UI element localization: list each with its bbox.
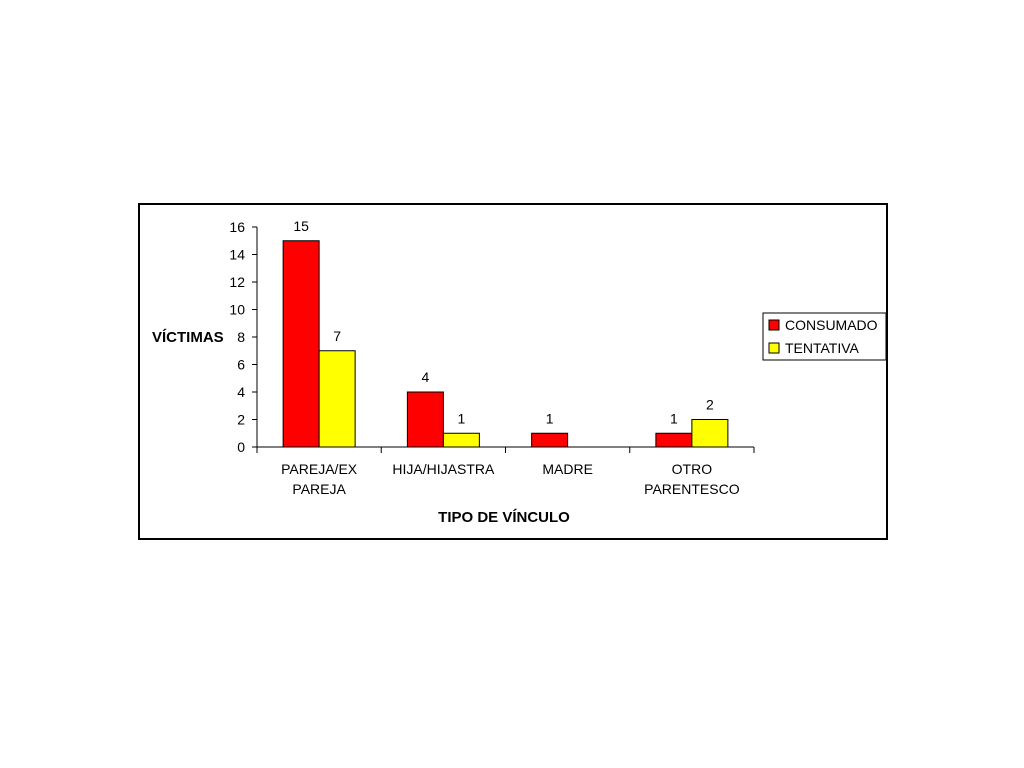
data-label: 1 bbox=[546, 410, 554, 426]
y-tick-label: 2 bbox=[237, 412, 245, 428]
x-tick-label: OTRO PARENTESCO bbox=[644, 461, 740, 497]
y-tick-label: 14 bbox=[229, 247, 245, 263]
legend: CONSUMADO TENTATIVA bbox=[762, 312, 887, 361]
x-tick-label: PAREJA/EX PAREJA bbox=[281, 461, 358, 497]
legend-swatch-consumado bbox=[768, 319, 780, 331]
legend-label-consumado: CONSUMADO bbox=[785, 317, 878, 333]
x-axis-title: TIPO DE VÍNCULO bbox=[438, 509, 570, 526]
bar-consumado bbox=[406, 391, 444, 448]
y-tick-label: 8 bbox=[237, 329, 245, 345]
y-tick-label: 10 bbox=[229, 302, 245, 318]
bars bbox=[282, 240, 729, 448]
data-label: 2 bbox=[706, 397, 714, 413]
x-tick-label: MADRE bbox=[542, 461, 593, 477]
y-tick-label: 4 bbox=[237, 384, 245, 400]
y-tick-label: 12 bbox=[229, 274, 245, 290]
data-label: 1 bbox=[457, 410, 465, 426]
legend-label-tentativa: TENTATIVA bbox=[785, 340, 860, 356]
chart-frame bbox=[138, 203, 888, 540]
y-axis-title: VÍCTIMAS bbox=[152, 329, 224, 346]
bar-consumado bbox=[282, 240, 320, 448]
data-label: 15 bbox=[293, 218, 309, 234]
data-label: 7 bbox=[333, 328, 341, 344]
y-tick-label: 0 bbox=[237, 439, 245, 455]
data-label: 4 bbox=[421, 369, 429, 385]
data-label: 1 bbox=[670, 410, 678, 426]
y-tick-label: 6 bbox=[237, 357, 245, 373]
bar-consumado bbox=[655, 432, 693, 448]
bar-tentativa bbox=[442, 432, 480, 448]
labels: 15 4 1 1 7 1 2 bbox=[293, 218, 714, 427]
x-tick-label: HIJA/HIJASTRA bbox=[392, 461, 495, 477]
legend-swatch-tentativa bbox=[768, 342, 780, 354]
bar-tentativa bbox=[691, 419, 729, 448]
bar-consumado bbox=[531, 432, 569, 448]
bar-tentativa bbox=[318, 350, 356, 448]
y-tick-label: 16 bbox=[229, 219, 245, 235]
legend-box bbox=[762, 312, 887, 361]
